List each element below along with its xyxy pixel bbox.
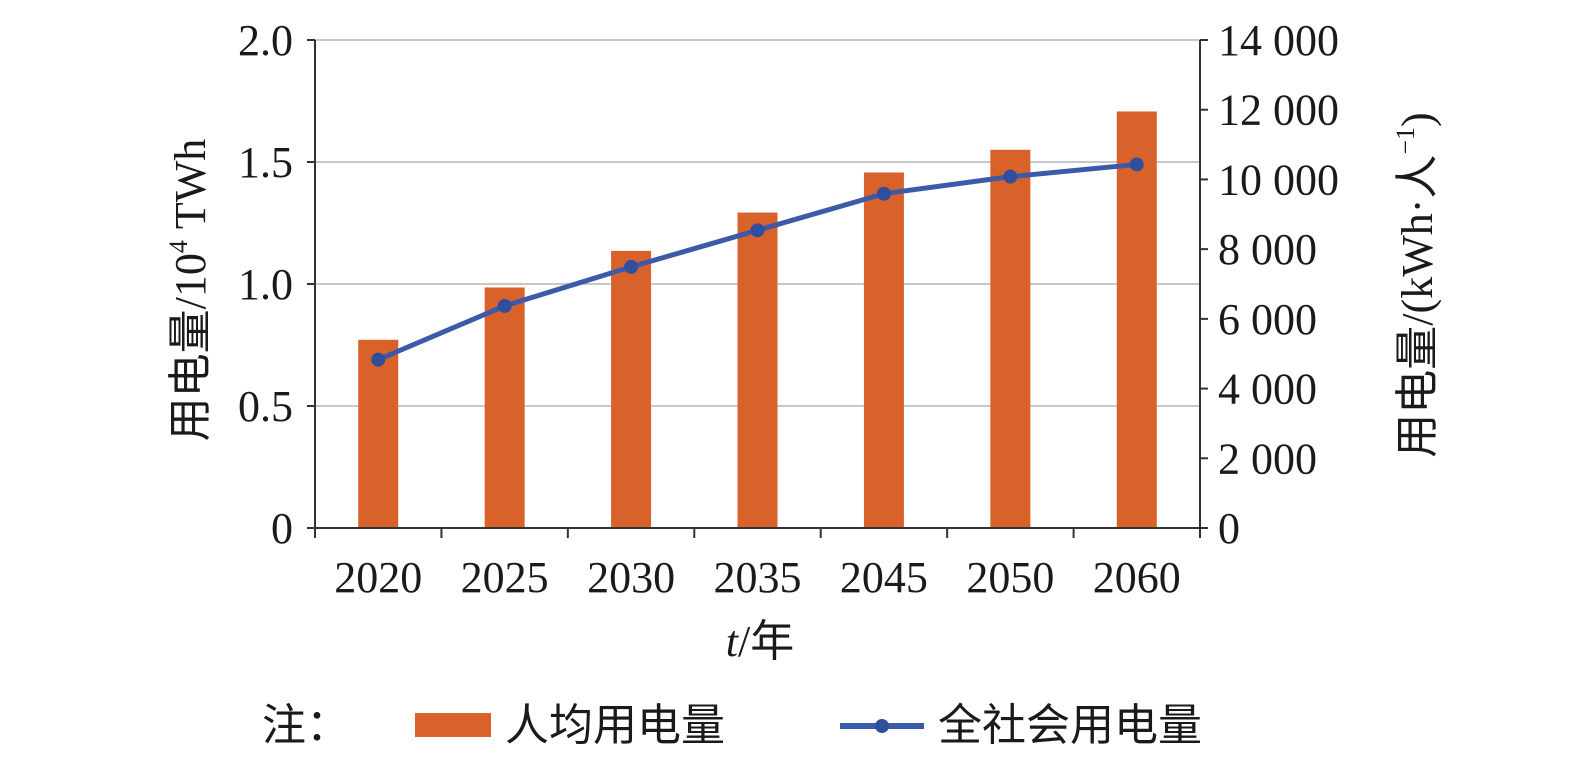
right-tick-label: 2 000 — [1218, 434, 1317, 483]
line-point — [1003, 169, 1018, 184]
legend-line-marker — [875, 719, 889, 733]
left-tick-label: 0.5 — [238, 382, 293, 431]
line-point — [497, 298, 512, 313]
x-tick-label: 2060 — [1093, 553, 1181, 602]
x-axis-label: t/年 — [726, 617, 794, 666]
x-tick-label: 2045 — [840, 553, 928, 602]
x-tick-label: 2050 — [966, 553, 1054, 602]
left-tick-label: 2.0 — [238, 16, 293, 65]
legend: 注： 人均用电量 全社会用电量 — [262, 701, 1202, 750]
line-point — [876, 186, 891, 201]
legend-bar-label: 人均用电量 — [505, 701, 725, 750]
axes: 0 0.5 1.0 1.5 2.0 0 2 000 4 000 6 000 8 000 10 000… — [238, 16, 1339, 602]
left-tick-label: 0 — [271, 504, 293, 553]
legend-line-label: 全社会用电量 — [938, 701, 1202, 750]
bar — [863, 172, 904, 528]
bar — [1116, 111, 1157, 528]
bar — [358, 339, 399, 528]
legend-prefix: 注： — [262, 701, 350, 750]
right-tick-label: 10 000 — [1218, 155, 1339, 204]
x-tick-label: 2020 — [334, 553, 422, 602]
line-point — [1129, 157, 1144, 172]
x-tick-label: 2030 — [587, 553, 675, 602]
left-tick-label: 1.0 — [238, 260, 293, 309]
bar — [737, 212, 778, 529]
x-tick-label: 2035 — [714, 553, 802, 602]
line-point — [750, 223, 765, 238]
right-tick-label: 4 000 — [1218, 365, 1317, 414]
right-tick-label: 14 000 — [1218, 16, 1339, 65]
bar — [611, 250, 652, 528]
x-tick-label: 2025 — [461, 553, 549, 602]
line-point — [624, 259, 639, 274]
bar-series — [358, 111, 1157, 529]
bar — [990, 149, 1031, 529]
right-axis-label: 用电量/(kWh·人−1) — [1391, 112, 1442, 457]
right-tick-label: 8 000 — [1218, 225, 1317, 274]
right-tick-label: 6 000 — [1218, 295, 1317, 344]
right-tick-label: 12 000 — [1218, 86, 1339, 135]
bar — [484, 287, 525, 528]
left-axis-label: 用电量/104 TWh — [164, 139, 215, 442]
legend-bar-swatch — [415, 713, 491, 737]
right-tick-label: 0 — [1218, 504, 1240, 553]
line-series — [371, 157, 1144, 367]
left-tick-label: 1.5 — [238, 138, 293, 187]
line-point — [371, 352, 386, 367]
